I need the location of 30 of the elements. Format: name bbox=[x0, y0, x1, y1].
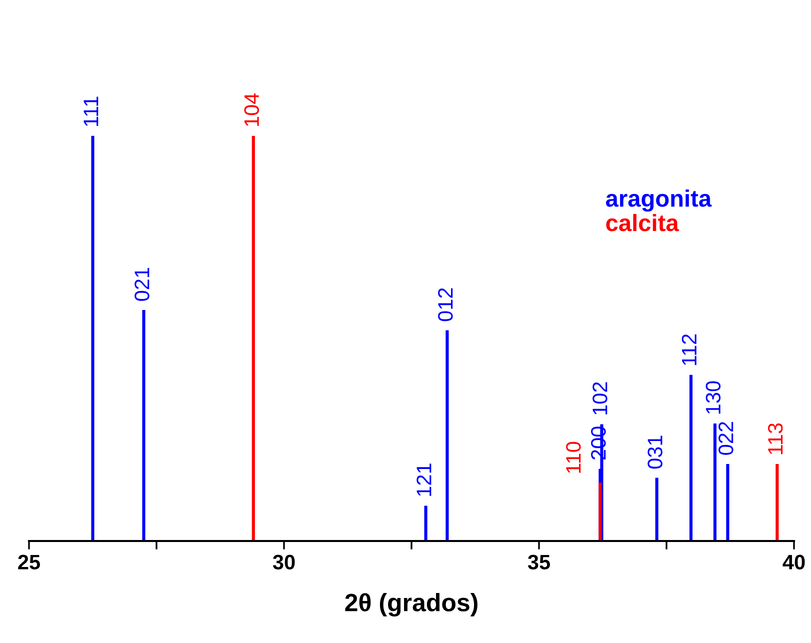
x-tick-label: 25 bbox=[18, 554, 40, 570]
annotation: 021 bbox=[134, 268, 150, 301]
bar bbox=[446, 330, 449, 541]
bar bbox=[726, 464, 730, 541]
x-tick-label: 30 bbox=[272, 554, 295, 570]
annotation: 130 bbox=[706, 381, 721, 414]
text: calcita bbox=[606, 214, 679, 232]
text: aragonita bbox=[606, 189, 712, 212]
annotation: 112 bbox=[682, 334, 696, 365]
x-tick-label: 40 bbox=[782, 554, 805, 570]
annotation: 111 bbox=[84, 96, 98, 126]
annotation: 012 bbox=[438, 288, 453, 322]
x-axis-title: 2θ (grados) bbox=[345, 593, 478, 616]
x-tick-label: 35 bbox=[528, 554, 550, 570]
bar bbox=[776, 464, 779, 541]
bar bbox=[713, 423, 716, 541]
annotation: 022 bbox=[718, 422, 734, 455]
bar bbox=[655, 478, 658, 541]
bar bbox=[424, 506, 428, 541]
bar bbox=[598, 482, 602, 541]
annotation: 113 bbox=[768, 423, 783, 454]
annotation: 121 bbox=[416, 464, 432, 496]
bar bbox=[91, 136, 94, 541]
bar bbox=[689, 374, 693, 541]
annotation: 102 bbox=[592, 382, 608, 414]
annotation: 110 bbox=[566, 442, 581, 473]
bar bbox=[252, 136, 255, 541]
annotation: 104 bbox=[244, 93, 259, 126]
bar bbox=[142, 310, 146, 541]
annotation: 031 bbox=[648, 436, 662, 469]
